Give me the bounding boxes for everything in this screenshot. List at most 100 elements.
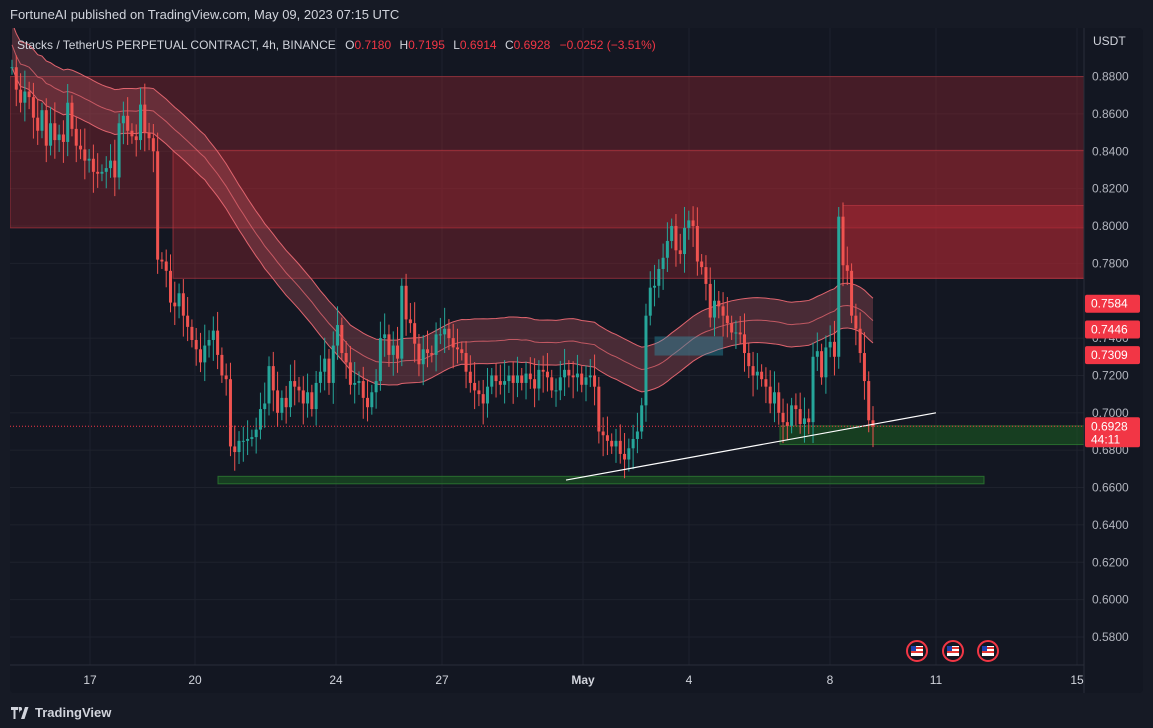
- price-axis: USDT 0.8800 0.8600 0.8400 0.8200 0.8000 0.7800…: [1083, 28, 1143, 693]
- candle-body: [297, 386, 301, 391]
- candle-body: [845, 265, 849, 271]
- overlay-layer: [10, 412, 1084, 481]
- candle-body: [494, 375, 498, 382]
- candle-body: [477, 390, 481, 395]
- flag-stripe: [947, 651, 959, 653]
- candle-body: [811, 356, 815, 423]
- open-value: 0.7180: [354, 38, 391, 52]
- candle-body: [785, 422, 789, 426]
- candle-body: [318, 371, 322, 383]
- candle-body: [91, 158, 95, 172]
- candle-body: [237, 440, 241, 453]
- price-label-box: [1085, 346, 1140, 365]
- time-tick-label: 17: [83, 673, 97, 687]
- candle-body: [83, 149, 87, 161]
- candle-body: [344, 353, 348, 363]
- candle-body: [246, 438, 250, 441]
- candle-body: [370, 392, 374, 408]
- candle-body: [738, 332, 742, 335]
- candle-body: [721, 306, 725, 316]
- candle-body: [267, 366, 271, 404]
- candle-body: [815, 351, 819, 357]
- footer: TradingView: [0, 697, 1153, 728]
- currency-label: USDT: [1093, 34, 1126, 48]
- candle-body: [828, 341, 832, 348]
- candle-body: [798, 409, 802, 425]
- candle-body: [653, 285, 657, 288]
- candle-body: [623, 453, 627, 460]
- candle-body: [683, 227, 687, 255]
- price-tick-label: 0.5800: [1092, 630, 1129, 644]
- candle-body: [258, 409, 262, 430]
- candle-body: [661, 257, 665, 269]
- time-tick-label: May: [571, 673, 595, 687]
- ma-band-highlight: [654, 336, 724, 356]
- candle-body: [263, 403, 267, 410]
- candle-body: [421, 349, 425, 365]
- candle-body: [451, 338, 455, 348]
- price-tick-label: 0.6000: [1092, 593, 1129, 607]
- us-flag-icon[interactable]: [906, 640, 928, 662]
- candle-body: [468, 371, 472, 383]
- supply-zone: [10, 76, 1085, 229]
- price-chart[interactable]: USDT 0.8800 0.8600 0.8400 0.8200 0.8000 0.7800…: [10, 28, 1143, 693]
- us-flag-icon[interactable]: [977, 640, 999, 662]
- candle-body: [87, 158, 91, 161]
- high-value: 0.7195: [408, 38, 445, 52]
- candle-body: [862, 353, 866, 382]
- candle-body: [168, 270, 172, 303]
- price-label-text: 0.7584: [1091, 297, 1128, 311]
- candle-body: [674, 226, 678, 251]
- candle-body: [374, 381, 378, 393]
- candle-body: [44, 110, 48, 146]
- chart-panel[interactable]: USDT 0.8800 0.8600 0.8400 0.8200 0.8000 0.7800…: [10, 28, 1143, 693]
- price-tick-label: 0.8400: [1092, 144, 1129, 158]
- candle-body: [700, 261, 704, 268]
- last-price-box: [1085, 417, 1140, 448]
- candle-body: [177, 293, 181, 307]
- candle-body: [541, 369, 545, 372]
- candle-body: [404, 285, 408, 320]
- candle-body: [40, 110, 44, 131]
- candle-body: [130, 130, 134, 137]
- candle-body: [481, 394, 485, 404]
- candle-body: [233, 446, 237, 453]
- candle-body: [545, 371, 549, 378]
- flag-canton: [982, 646, 987, 651]
- flag-stripe: [911, 651, 923, 653]
- candle-body: [413, 323, 417, 344]
- candle-body: [143, 104, 147, 133]
- candle-body: [79, 145, 83, 150]
- candle-body: [250, 437, 254, 439]
- price-tick-label: 0.8800: [1092, 70, 1129, 84]
- candle-body: [802, 418, 806, 425]
- publisher-text: FortuneAI published on TradingView.com, …: [10, 6, 400, 22]
- flag-stripe: [947, 647, 959, 649]
- candle-body: [558, 377, 562, 391]
- last-price-text: 0.6928: [1091, 419, 1128, 433]
- economic-events[interactable]: [906, 640, 999, 662]
- flag-stripe: [982, 651, 994, 653]
- candle-body: [383, 334, 387, 339]
- time-tick-label: 11: [930, 673, 943, 687]
- candle-body: [627, 448, 631, 460]
- candle-body: [524, 373, 528, 383]
- candle-body: [293, 381, 297, 387]
- candle-body: [695, 226, 699, 262]
- candle-body: [396, 345, 400, 359]
- time-tick-label: 20: [188, 673, 202, 687]
- candle-body: [361, 381, 365, 398]
- ma-band-mid: [11, 44, 874, 370]
- price-tick-label: 0.6600: [1092, 481, 1129, 495]
- candle-body: [160, 259, 164, 262]
- candle-body: [151, 138, 155, 152]
- candle-body: [520, 375, 524, 383]
- candle-body: [314, 382, 318, 410]
- us-flag-icon[interactable]: [942, 640, 964, 662]
- candle-body: [70, 102, 74, 129]
- candle-body: [126, 115, 130, 131]
- time-tick-label: 8: [827, 673, 834, 687]
- time-tick-label: 24: [329, 673, 343, 687]
- candle-body: [216, 330, 220, 355]
- candle-body: [254, 429, 258, 438]
